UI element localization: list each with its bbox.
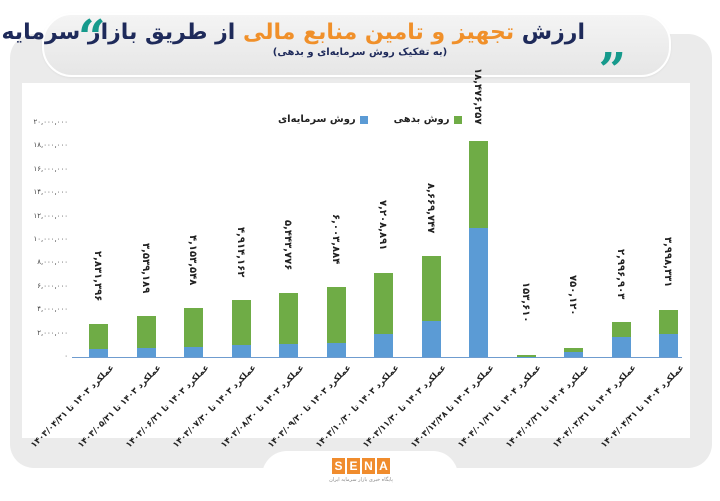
legend-label-equity: روش سرمایه‌ای	[278, 114, 356, 125]
logo-letter: E	[347, 458, 360, 474]
logo-letter: A	[377, 458, 390, 474]
bar-value-label: ۷,۲۰۸,۸۹۱	[377, 200, 388, 250]
bar-segment-debt	[327, 287, 346, 343]
bar-segment-equity	[279, 344, 298, 357]
bar-value-label: ۴,۹۱۴,۱۶۲	[235, 227, 246, 277]
legend-swatch-debt	[454, 116, 462, 124]
stacked-bar	[564, 348, 583, 357]
title-part2: از طریق بازار سرمایه	[1, 20, 243, 45]
bar-value-label: ۸,۶۶۹,۷۴۷	[425, 183, 436, 233]
bar-segment-equity	[184, 347, 203, 357]
y-tick-label: ۱۲,۰۰۰,۰۰۰	[20, 212, 68, 220]
bar-value-label: ۱۵۳,۶۱۰	[520, 282, 531, 322]
bar-segment-debt	[279, 293, 298, 344]
y-tick-label: ۴,۰۰۰,۰۰۰	[20, 305, 68, 313]
bar-segment-debt	[232, 300, 251, 346]
bar-segment-debt	[89, 324, 108, 349]
stacked-bar	[137, 316, 156, 357]
stacked-bar	[659, 310, 678, 357]
logo-tagline: پایگاه خبری بازار سرمایه ایران	[325, 477, 397, 483]
stacked-bar	[469, 141, 488, 357]
bar-segment-debt	[659, 310, 678, 334]
y-tick-label: ۱۶,۰۰۰,۰۰۰	[20, 165, 68, 173]
bar-segment-debt	[422, 256, 441, 321]
title-highlight: تجهیز و تامین منابع مالی	[243, 20, 514, 45]
sena-logo: S E N A	[332, 458, 390, 474]
bar-segment-debt	[184, 308, 203, 347]
page-subtitle: (به تفکیک روش سرمایه‌ای و بدهی)	[200, 47, 520, 58]
bar-value-label: ۳,۹۹۸,۳۳۱	[662, 237, 673, 287]
bar-segment-equity	[374, 334, 393, 357]
bar-segment-equity	[422, 321, 441, 357]
y-tick-label: ۸,۰۰۰,۰۰۰	[20, 258, 68, 266]
y-tick-label: ۲,۰۰۰,۰۰۰	[20, 329, 68, 337]
title-part1: ارزش	[514, 20, 585, 45]
bar-segment-debt	[612, 322, 631, 337]
bar-segment-equity	[659, 334, 678, 357]
y-tick-label: ۱۰,۰۰۰,۰۰۰	[20, 235, 68, 243]
legend-item-equity: روش سرمایه‌ای	[278, 114, 368, 125]
page-title: ارزش تجهیز و تامین منابع مالی از طریق با…	[130, 20, 585, 45]
stacked-bar	[612, 322, 631, 357]
bar-value-label: ۳,۵۳۹,۱۸۹	[140, 243, 151, 293]
y-tick-label: ۲۰,۰۰۰,۰۰۰	[20, 118, 68, 126]
chart-area	[22, 83, 690, 438]
y-tick-label: ۱۴,۰۰۰,۰۰۰	[20, 188, 68, 196]
logo-letter: S	[332, 458, 345, 474]
legend-swatch-equity	[360, 116, 368, 124]
legend-label-debt: روش بدهی	[394, 114, 450, 125]
bar-value-label: ۵,۴۴۳,۷۷۶	[282, 220, 293, 270]
bar-value-label: ۱۸,۴۷۶,۲۵۷	[472, 68, 483, 124]
bar-segment-equity	[564, 352, 583, 357]
legend-item-debt: روش بدهی	[394, 114, 462, 125]
y-tick-label: ۱۸,۰۰۰,۰۰۰	[20, 141, 68, 149]
stacked-bar	[232, 300, 251, 357]
bar-segment-equity	[89, 349, 108, 357]
x-axis-line	[72, 357, 682, 358]
bar-segment-debt	[469, 141, 488, 228]
bar-segment-equity	[232, 345, 251, 357]
stacked-bar	[327, 287, 346, 357]
stacked-bar	[89, 324, 108, 357]
bar-segment-equity	[612, 337, 631, 357]
bar-segment-equity	[469, 228, 488, 357]
logo-letter: N	[362, 458, 375, 474]
bar-value-label: ۷۵۰,۱۲۰	[567, 275, 578, 315]
bar-segment-debt	[137, 316, 156, 348]
bar-value-label: ۲,۸۳۱,۳۹۶	[92, 251, 103, 301]
bar-value-label: ۴,۱۵۳,۵۴۸	[187, 235, 198, 285]
stacked-bar	[422, 256, 441, 357]
bar-value-label: ۶,۰۰۳,۸۸۴	[330, 214, 341, 264]
stacked-bar	[184, 308, 203, 357]
quote-close-icon: “	[598, 22, 626, 70]
y-tick-label: ۶,۰۰۰,۰۰۰	[20, 282, 68, 290]
bar-segment-equity	[137, 348, 156, 357]
stacked-bar	[279, 293, 298, 357]
y-tick-label: ۰	[20, 352, 68, 360]
stacked-bar	[374, 273, 393, 357]
bar-value-label: ۲,۹۹۶,۹۰۳	[615, 249, 626, 299]
stacked-bar	[517, 355, 536, 357]
bar-segment-debt	[374, 273, 393, 334]
bar-segment-equity	[327, 343, 346, 357]
chart-legend: روش بدهی روش سرمایه‌ای	[278, 114, 462, 125]
